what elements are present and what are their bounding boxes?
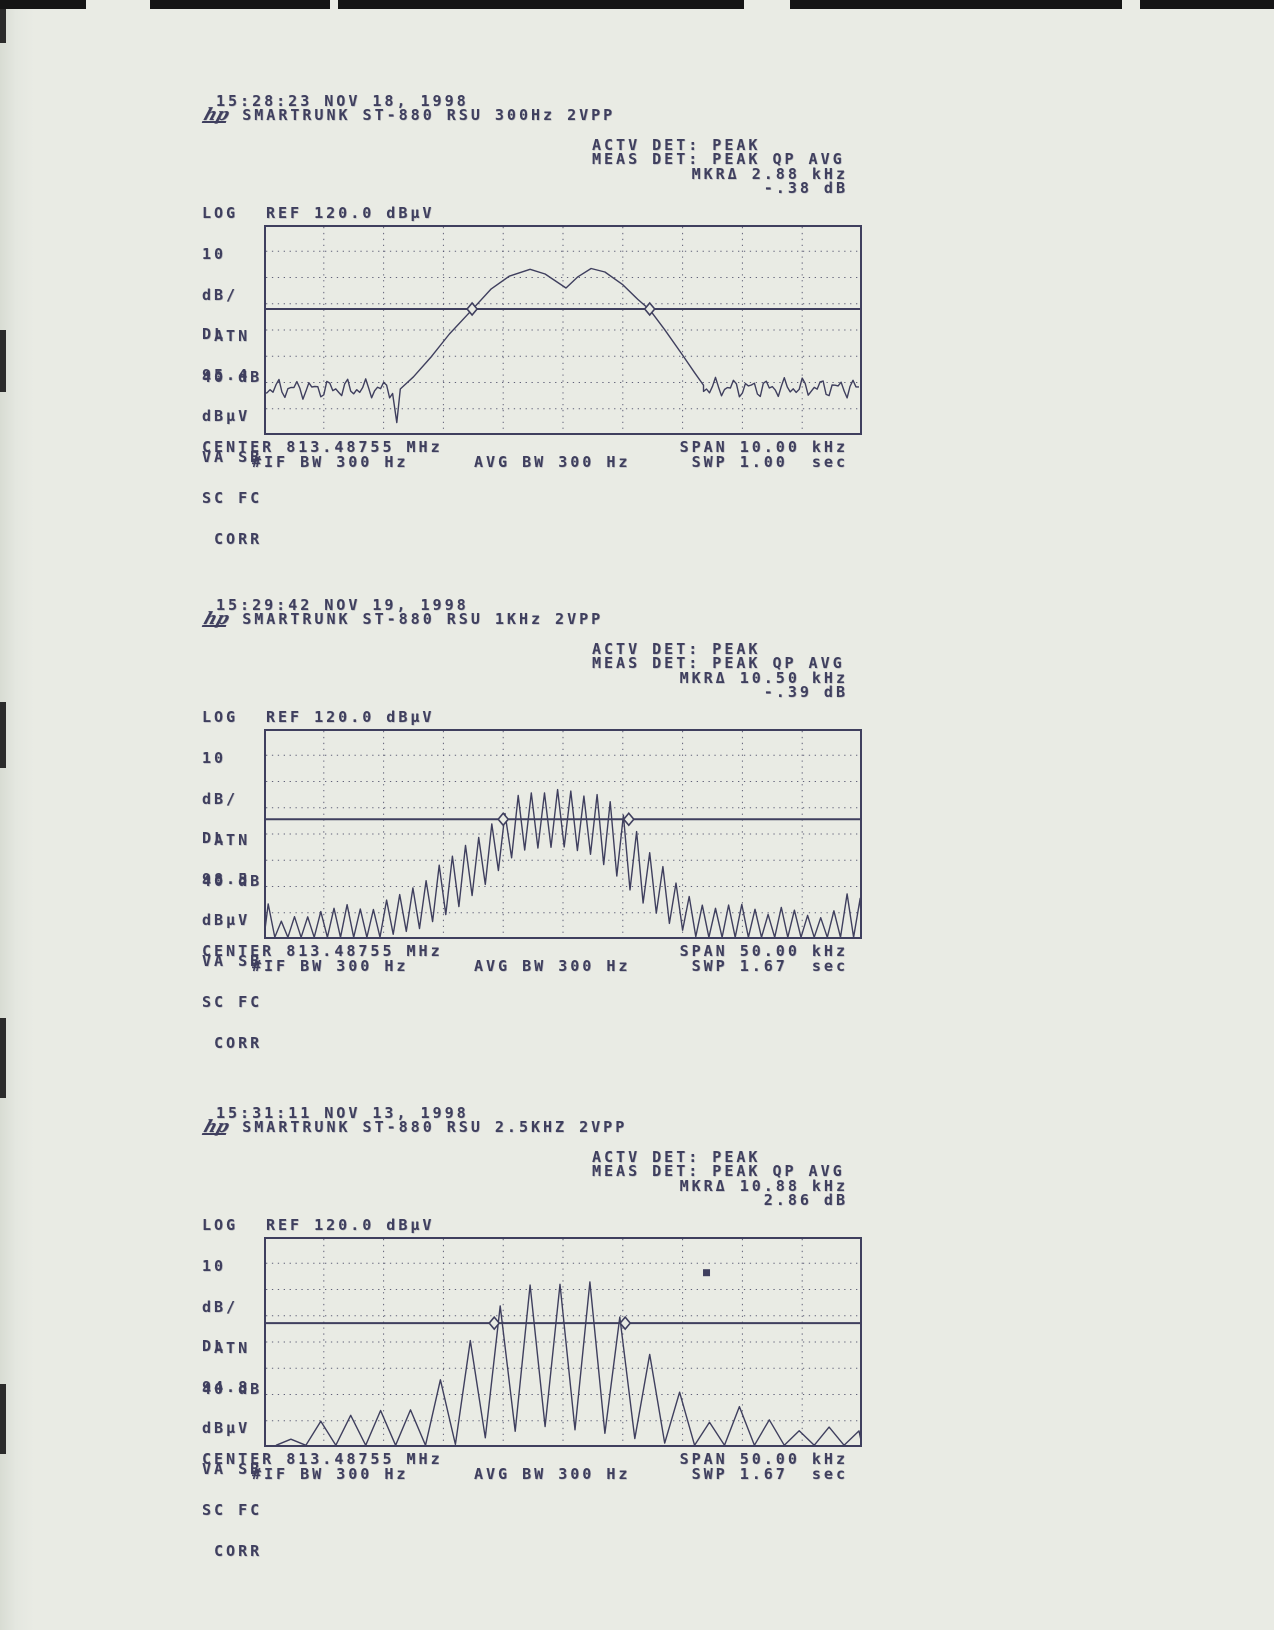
scale-attenuation-block: 10 dB/ ATN 40 dB [202,1232,274,1424]
scale-line: 40 dB [202,1380,263,1398]
actv-detector-readout: ACTV DET: PEAK [592,136,761,154]
dl-line: DL [202,325,227,343]
meas-detector-readout: MEAS DET: PEAK QP AVG [592,1162,845,1180]
scan-artifact-gap [86,0,150,9]
sweep-time-label: SWP 1.67 sec [691,957,848,975]
marker-delta-readout: MKRΔ 10.88 kHz [679,1177,848,1195]
device-title: SMARTRUNK ST-880 RSU 300Hz 2VPP [242,106,616,124]
sweep-time-label: SWP 1.00 sec [691,453,848,471]
dl-line: CORR [202,1542,263,1560]
span-label: SPAN 50.00 kHz [679,942,848,960]
printout-2p5khz: 15:31:11 NOV 13, 1998 hp SMARTRUNK ST-880… [0,1100,1274,1559]
dl-line: SC FC [202,993,263,1011]
span-label: SPAN 50.00 kHz [679,1450,848,1468]
scan-artifact-edge-mark [0,330,6,392]
display-line-block: DL 98.5 dBµV VA SB SC FC CORR [202,804,274,1078]
dl-line: DL [202,1337,227,1355]
title-line: hp SMARTRUNK ST-880 RSU 300Hz 2VPP [201,105,616,125]
dl-line: SC FC [202,489,263,507]
scale-line: 10 [202,245,227,263]
log-scale-label: LOG [202,204,239,222]
device-title: SMARTRUNK ST-880 RSU 2.5KHZ 2VPP [242,1118,628,1136]
dl-line: VA SB [202,952,263,970]
center-frequency-label: CENTER 813.48755 MHz [202,1450,443,1468]
center-frequency-label: CENTER 813.48755 MHz [202,438,443,456]
marker-level-readout: 2.86 dB [763,1191,848,1209]
actv-detector-readout: ACTV DET: PEAK [592,640,761,658]
scale-line: ATN [202,327,251,345]
display-line-block: DL 94.8 dBµV VA SB SC FC CORR [202,1312,274,1586]
sweep-time-label: SWP 1.67 sec [691,1465,848,1483]
scale-line: 40 dB [202,872,263,890]
scan-artifact-edge-mark [0,9,6,43]
spectrum-plot-300hz [264,225,862,435]
span-label: SPAN 10.00 kHz [679,438,848,456]
dl-line: CORR [202,530,263,548]
scan-artifact-top-bar [0,0,1274,9]
scan-artifact-edge-mark [0,1018,6,1098]
printout-300hz: 15:28:23 NOV 18, 1998 hp SMARTRUNK ST-880… [0,88,1274,547]
marker-delta-readout: MKRΔ 10.50 kHz [679,669,848,687]
spectrum-plot-1khz [264,729,862,939]
scale-line: dB/ [202,286,239,304]
scale-attenuation-block: 10 dB/ ATN 40 dB [202,220,274,412]
spectrum-plot-2p5khz [264,1237,862,1447]
scan-artifact-edge-mark [0,1384,6,1454]
dl-line: 94.8 [202,1378,251,1396]
dl-line: 98.5 [202,870,251,888]
marker-level-readout: -.38 dB [763,179,848,197]
reference-level-label: REF 120.0 dBµV [266,1216,435,1234]
meas-detector-readout: MEAS DET: PEAK QP AVG [592,150,845,168]
marker-delta-readout: MKRΔ 2.88 kHz [691,165,848,183]
scale-line: ATN [202,831,251,849]
scan-artifact-gap [330,0,338,9]
dl-line: dBµV [202,911,251,929]
dl-line: 95.4 [202,366,251,384]
reference-level-label: REF 120.0 dBµV [266,204,435,222]
scan-artifact-gap [1122,0,1140,9]
scale-line: ATN [202,1339,251,1357]
display-line-block: DL 95.4 dBµV VA SB SC FC CORR [202,300,274,574]
title-line: hp SMARTRUNK ST-880 RSU 1KHz 2VPP [201,609,604,629]
dl-line: dBµV [202,1419,251,1437]
dl-line: DL [202,829,227,847]
dl-line: CORR [202,1034,263,1052]
reference-level-label: REF 120.0 dBµV [266,708,435,726]
dl-line: dBµV [202,407,251,425]
center-frequency-label: CENTER 813.48755 MHz [202,942,443,960]
marker-level-readout: -.39 dB [763,683,848,701]
scale-attenuation-block: 10 dB/ ATN 40 dB [202,724,274,916]
scan-artifact-gap [744,0,790,9]
meas-detector-readout: MEAS DET: PEAK QP AVG [592,654,845,672]
timestamp: 15:31:11 NOV 13, 1998 [216,1104,469,1122]
avg-bandwidth-label: AVG BW 300 Hz [474,957,631,975]
hp-logo: hp [201,1117,232,1137]
dl-line: VA SB [202,448,263,466]
dl-line: VA SB [202,1460,263,1478]
scale-line: dB/ [202,1298,239,1316]
timestamp: 15:29:42 NOV 19, 1998 [216,596,469,614]
device-title: SMARTRUNK ST-880 RSU 1KHz 2VPP [242,610,604,628]
actv-detector-readout: ACTV DET: PEAK [592,1148,761,1166]
dl-line: SC FC [202,1501,263,1519]
timestamp: 15:28:23 NOV 18, 1998 [216,92,469,110]
scale-line: 10 [202,749,227,767]
scale-line: dB/ [202,790,239,808]
log-scale-label: LOG [202,708,239,726]
avg-bandwidth-label: AVG BW 300 Hz [474,453,631,471]
scale-line: 10 [202,1257,227,1275]
avg-bandwidth-label: AVG BW 300 Hz [474,1465,631,1483]
log-scale-label: LOG [202,1216,239,1234]
hp-logo: hp [201,609,232,629]
printout-1khz: 15:29:42 NOV 19, 1998 hp SMARTRUNK ST-880… [0,592,1274,1051]
if-bandwidth-label: #IF BW 300 Hz [252,453,409,471]
title-line: hp SMARTRUNK ST-880 RSU 2.5KHZ 2VPP [201,1117,628,1137]
scale-line: 40 dB [202,368,263,386]
hp-logo: hp [201,105,232,125]
if-bandwidth-label: #IF BW 300 Hz [252,957,409,975]
if-bandwidth-label: #IF BW 300 Hz [252,1465,409,1483]
scan-artifact-edge-mark [0,702,6,768]
